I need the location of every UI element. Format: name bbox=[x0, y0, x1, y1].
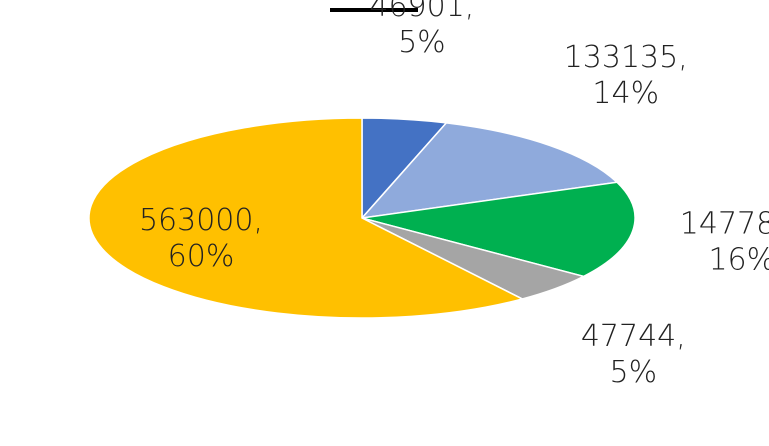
data-label: 47744, bbox=[581, 319, 686, 354]
data-label: 46901, bbox=[369, 0, 474, 24]
title-rule bbox=[330, 8, 418, 12]
data-label: 16% bbox=[708, 243, 769, 278]
pie-slice bbox=[360, 122, 619, 220]
data-label: 133135, bbox=[564, 40, 688, 75]
data-label: 5% bbox=[610, 355, 658, 390]
pie-slice bbox=[88, 117, 525, 319]
data-label: 14% bbox=[592, 76, 659, 111]
data-label: 147788, bbox=[680, 207, 769, 242]
data-label: 5% bbox=[398, 25, 446, 60]
data-label: 563000, bbox=[139, 203, 263, 238]
data-label: 60% bbox=[168, 239, 235, 274]
pie-slice bbox=[361, 181, 636, 278]
